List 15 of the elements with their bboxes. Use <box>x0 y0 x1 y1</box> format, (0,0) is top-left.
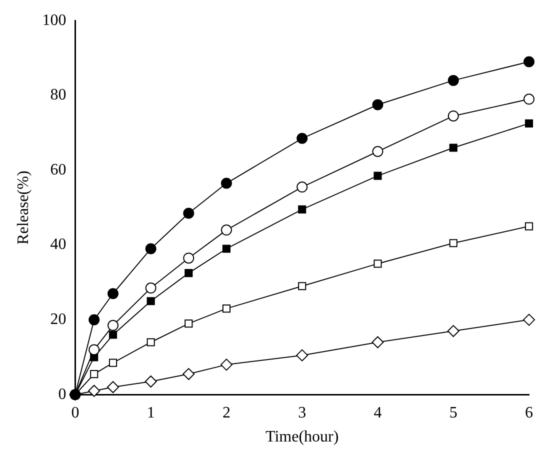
x-tick-label: 6 <box>525 404 533 422</box>
y-tick-label: 20 <box>50 311 66 328</box>
y-tick-label: 80 <box>50 86 66 104</box>
x-axis-title: Time(hour) <box>266 428 339 446</box>
y-tick-label: 60 <box>50 161 66 178</box>
y-axis-title: Release(%) <box>14 170 32 244</box>
x-tick-label: 4 <box>374 404 382 422</box>
y-tick-label: 100 <box>42 12 66 29</box>
x-tick-label: 0 <box>71 404 80 422</box>
x-tick-label: 1 <box>146 404 155 422</box>
x-tick-label: 5 <box>449 404 458 422</box>
y-tick-label: 0 <box>58 386 66 403</box>
x-tick-label: 2 <box>222 404 230 422</box>
x-tick-label: 3 <box>298 404 306 422</box>
y-tick-label: 40 <box>50 236 66 254</box>
